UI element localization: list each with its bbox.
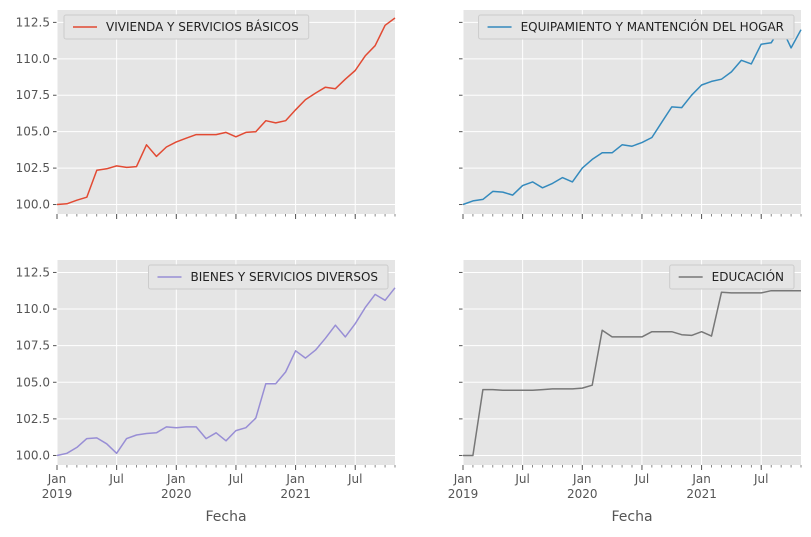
legend: EQUIPAMIENTO Y MANTENCIÓN DEL HOGAR — [478, 14, 795, 40]
series-line — [56, 287, 396, 457]
x-tick-label: Jul — [514, 472, 529, 486]
legend-box — [148, 264, 389, 290]
panel-3: 100.0102.5105.0107.5110.0112.5Jan2019Jul… — [16, 260, 396, 525]
x-tick-year-label: 2021 — [280, 487, 311, 501]
legend-label: EQUIPAMIENTO Y MANTENCIÓN DEL HOGAR — [521, 19, 784, 34]
legend-label: BIENES Y SERVICIOS DIVERSOS — [191, 270, 379, 284]
legend: BIENES Y SERVICIOS DIVERSOS — [148, 264, 389, 290]
series-line — [463, 289, 801, 457]
series-line — [56, 17, 396, 206]
plot-background — [463, 260, 801, 465]
y-tick-label: 107.5 — [16, 339, 50, 353]
y-tick-label: 100.0 — [16, 198, 50, 212]
y-tick-label: 105.0 — [16, 375, 50, 389]
x-tick-label: Jan — [572, 472, 592, 486]
y-tick-label: 110.0 — [16, 302, 50, 316]
x-tick-label: Jan — [47, 472, 67, 486]
x-tick-year-label: 2019 — [448, 487, 479, 501]
x-tick-label: Jul — [347, 472, 362, 486]
x-tick-year-label: 2020 — [161, 487, 192, 501]
panel-1: 100.0 102.5 105.0 107.5 110.0 112.5 VIVIENDA Y… — [16, 10, 396, 219]
x-tick-label: Jan — [453, 472, 473, 486]
y-tick-label: 110.0 — [16, 52, 50, 66]
y-tick-label: 112.5 — [16, 265, 50, 279]
x-tick-label: Jan — [691, 472, 711, 486]
legend-label: VIVIENDA Y SERVICIOS BÁSICOS — [106, 19, 299, 34]
legend-box — [669, 264, 795, 290]
x-tick-year-label: 2019 — [42, 487, 73, 501]
legend: EDUCACIÓN — [669, 264, 795, 290]
x-tick-label: Jul — [228, 472, 243, 486]
y-tick-label: 100.0 — [16, 448, 50, 462]
y-tick-label: 102.5 — [16, 412, 50, 426]
series-line — [462, 26, 802, 206]
legend: VIVIENDA Y SERVICIOS BÁSICOS — [63, 14, 310, 40]
x-tick-year-label: 2020 — [567, 487, 598, 501]
y-tick-label: 102.5 — [16, 161, 50, 175]
y-tick-label: 112.5 — [16, 15, 50, 29]
x-tick-label: Jul — [753, 472, 768, 486]
x-axis-label: Fecha — [205, 509, 246, 525]
y-tick-label: 105.0 — [16, 125, 50, 139]
plot-background — [57, 10, 395, 214]
plot-background — [463, 10, 801, 214]
panel-2: EQUIPAMIENTO Y MANTENCIÓN DEL HOGAR — [459, 10, 802, 219]
x-tick-label: Jan — [166, 472, 186, 486]
x-tick-label: Jul — [108, 472, 123, 486]
plot-background — [57, 260, 395, 465]
legend-box — [478, 14, 795, 40]
y-tick-label: 107.5 — [16, 88, 50, 102]
x-tick-year-label: 2021 — [686, 487, 717, 501]
x-tick-label: Jul — [634, 472, 649, 486]
x-axis-label: Fecha — [611, 509, 652, 525]
x-tick-label: Jan — [285, 472, 305, 486]
legend-label: EDUCACIÓN — [712, 269, 784, 284]
legend-box — [63, 14, 310, 40]
